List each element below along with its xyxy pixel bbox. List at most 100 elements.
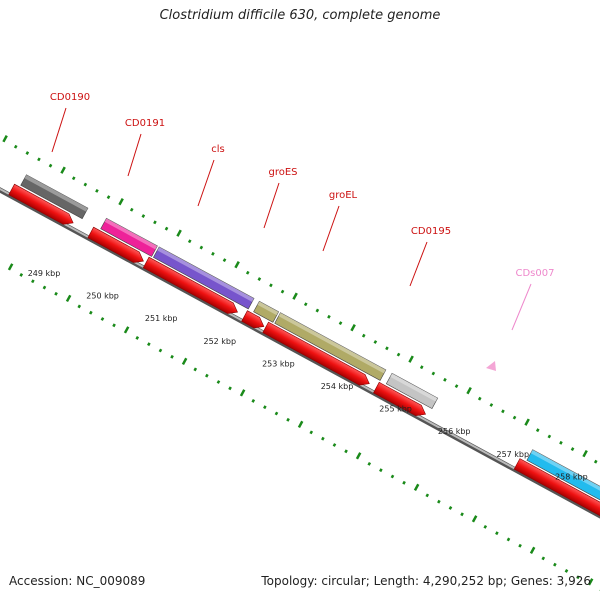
upper-tick: [477, 396, 482, 401]
scale-label: 250 kbp: [86, 292, 119, 301]
scale-label: 249 kbp: [28, 269, 61, 278]
scale-label: 258 kbp: [555, 472, 588, 481]
upper-tick: [454, 384, 459, 389]
cds-arrow[interactable]: [513, 458, 600, 522]
gene-box-cd0195[interactable]: [385, 372, 439, 410]
upper-tick: [419, 365, 424, 370]
lower-tick: [181, 357, 188, 366]
gene-layer: [20, 174, 600, 514]
upper-tick: [83, 182, 88, 187]
lower-tick: [355, 452, 362, 460]
scale-label: 251 kbp: [145, 314, 178, 323]
lower-tick: [332, 443, 337, 447]
cds-arrow[interactable]: [241, 310, 267, 332]
lower-tick: [89, 310, 93, 315]
cds-arrow[interactable]: [373, 381, 428, 419]
gene-box-cd0191[interactable]: [100, 217, 158, 257]
upper-tick: [547, 434, 552, 439]
upper-tick: [373, 340, 378, 344]
upper-tick: [176, 229, 182, 237]
upper-tick: [489, 403, 494, 407]
label-layer: CD0190 CD0191 cls groES groEL CD0195 CDs007: [50, 92, 554, 331]
lower-tick: [193, 367, 198, 372]
upper-tick: [280, 289, 285, 294]
upper-tick: [234, 261, 240, 269]
upper-tick: [396, 352, 401, 357]
cds-arrow[interactable]: [262, 321, 372, 389]
gene-label-cls: cls: [211, 144, 225, 155]
lower-tick: [460, 512, 464, 517]
leader-line: [263, 182, 280, 229]
upper-tick: [303, 302, 308, 307]
lower-tick: [100, 317, 105, 321]
lower-tick: [239, 389, 246, 397]
scale-label: 252 kbp: [203, 337, 236, 346]
leader-line: [51, 107, 67, 153]
upper-tick: [2, 135, 8, 143]
lower-tick: [135, 336, 140, 340]
upper-tick: [269, 283, 273, 288]
upper-tick: [338, 321, 343, 326]
upper-tick: [187, 239, 192, 244]
scale-label: 255 kbp: [379, 405, 412, 414]
lower-tick: [263, 405, 267, 410]
lower-tick: [54, 291, 58, 296]
lower-tick: [367, 461, 372, 466]
upper-tick: [315, 308, 320, 313]
lower-tick: [251, 398, 256, 403]
accession-text: Accession: NC_009089: [9, 574, 146, 588]
lower-tick: [123, 326, 130, 334]
upper-tick: [385, 346, 389, 351]
lower-tick: [42, 285, 47, 290]
gene-box-cds007[interactable]: [526, 449, 600, 514]
lower-tick: [147, 342, 151, 347]
gene-label-groel: groEL: [329, 190, 358, 201]
upper-tick: [60, 166, 66, 174]
gene-box-cls[interactable]: [152, 246, 255, 310]
scale-label: 253 kbp: [262, 359, 295, 368]
upper-tick: [524, 418, 530, 426]
gene-label-cd0190: CD0190: [50, 92, 90, 103]
feature-marker: [486, 361, 496, 371]
lower-tick: [576, 575, 580, 580]
upper-tick: [13, 144, 18, 149]
map-title: Clostridium difficile 630, complete geno…: [159, 8, 441, 23]
lower-tick: [19, 273, 24, 277]
lower-tick: [158, 348, 163, 353]
upper-tick: [118, 198, 124, 206]
leader-line: [197, 159, 215, 207]
lower-tick: [321, 436, 325, 441]
cds-arrow[interactable]: [142, 256, 240, 317]
upper-tick: [431, 371, 436, 376]
gene-box-groes[interactable]: [253, 300, 280, 323]
genome-summary-text: Topology: circular; Length: 4,290,252 bp…: [261, 574, 591, 588]
upper-tick: [211, 251, 215, 256]
lower-tick: [518, 543, 522, 548]
lower-tick: [506, 537, 511, 542]
upper-tick: [153, 220, 157, 225]
gene-label-groes: groES: [268, 167, 297, 178]
gene-box-cd0190[interactable]: [20, 174, 89, 220]
upper-tick: [257, 277, 262, 281]
upper-tick: [141, 214, 146, 218]
upper-tick: [361, 333, 366, 338]
lower-tick: [309, 430, 314, 435]
upper-tick: [535, 428, 540, 433]
cds-arrow[interactable]: [87, 226, 146, 266]
tick-layer: [2, 135, 600, 591]
upper-tick: [95, 188, 99, 193]
cds-arrow[interactable]: [8, 183, 76, 228]
gene-box-groel[interactable]: [274, 312, 387, 381]
lower-tick: [390, 474, 395, 479]
lower-tick: [286, 417, 290, 422]
lower-tick: [437, 499, 441, 504]
upper-tick: [350, 323, 356, 332]
upper-tick: [48, 163, 53, 168]
lower-tick: [216, 380, 221, 384]
upper-tick: [559, 440, 563, 445]
scale-label: 254 kbp: [321, 382, 354, 391]
lower-tick: [7, 263, 14, 271]
cds-layer: [8, 183, 600, 522]
upper-tick: [466, 386, 472, 395]
upper-tick: [501, 409, 505, 414]
